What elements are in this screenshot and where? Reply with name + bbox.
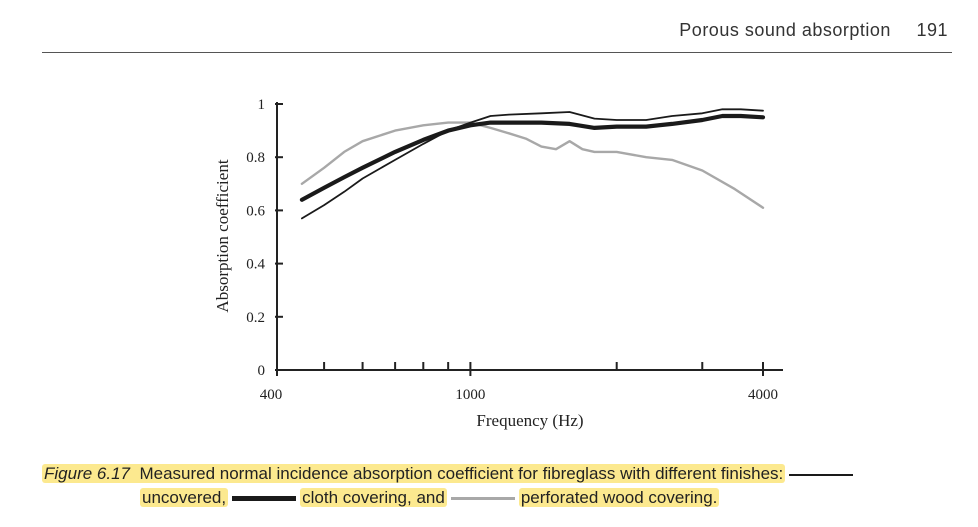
legend-perforated: perforated wood covering. — [518, 488, 720, 507]
figure-caption: Figure 6.17 Measured normal incidence ab… — [42, 462, 962, 510]
swatch-uncovered — [789, 473, 854, 476]
header-rule — [42, 52, 952, 53]
running-head: Porous sound absorption 191 — [679, 20, 948, 41]
y-axis-label: Absorption coefficient — [213, 159, 232, 312]
caption-line-1: Figure 6.17 Measured normal incidence ab… — [42, 464, 786, 483]
page-number: 191 — [916, 20, 948, 40]
y-tick-label: 0.6 — [246, 203, 265, 219]
series-line-uncovered — [301, 108, 764, 220]
running-head-title: Porous sound absorption — [679, 20, 891, 40]
x-axis-label: Frequency (Hz) — [476, 411, 583, 430]
chart: 0 0.2 0.4 0.6 0.8 1 400 1000 4000 Frequency (Hz)… — [213, 97, 783, 430]
y-tick-label: 1 — [258, 97, 266, 113]
x-tick-label: 400 — [260, 387, 283, 403]
swatch-perforated — [450, 497, 515, 501]
x-tick-label: 1000 — [455, 387, 485, 403]
y-tick-label: 0 — [258, 363, 266, 379]
y-tick-label: 0.4 — [246, 257, 265, 273]
legend-uncovered: uncovered, — [140, 488, 229, 507]
figure-number: Figure 6.17 — [44, 464, 130, 483]
y-tick-label: 0.2 — [246, 310, 265, 326]
swatch-cloth — [232, 496, 297, 502]
series-line-perforated — [300, 121, 765, 209]
x-tick-label: 4000 — [748, 387, 778, 403]
chart-series — [299, 108, 766, 220]
chart-axes: 0 0.2 0.4 0.6 0.8 1 400 1000 4000 — [246, 97, 783, 403]
series-line-cloth — [299, 113, 766, 202]
caption-text: Measured normal incidence absorption coe… — [139, 464, 784, 483]
legend-cloth: cloth covering, and — [300, 488, 447, 507]
y-tick-label: 0.8 — [246, 150, 265, 166]
